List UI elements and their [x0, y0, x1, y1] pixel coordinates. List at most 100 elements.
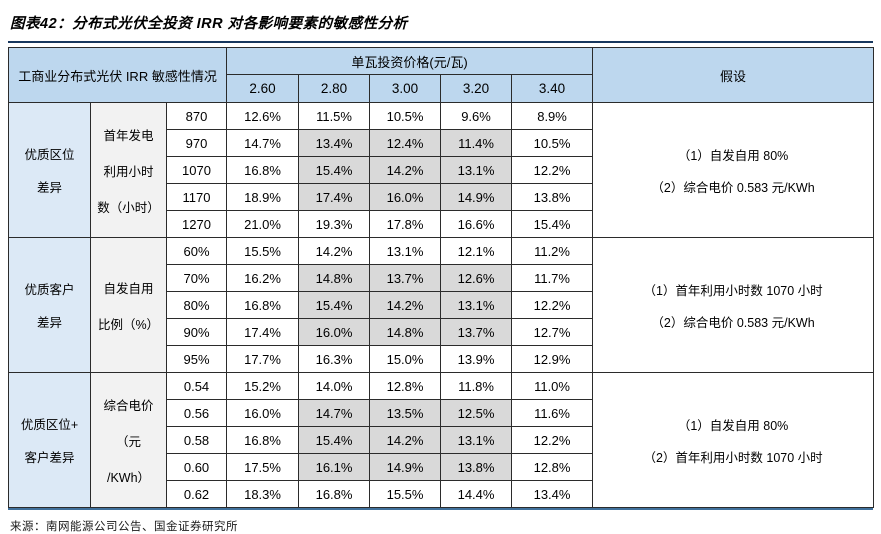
irr-cell: 15.4% — [298, 156, 371, 184]
row-value: 1170 — [165, 183, 228, 211]
group-label-line: 客户差异 — [24, 451, 75, 465]
source-note: 来源：南网能源公司公告、国金证券研究所 — [10, 521, 238, 533]
table-row: 0.60 17.5% 16.1% 14.9% 13.8% 12.8% — [9, 453, 874, 481]
table-row: 1270 21.0% 19.3% 17.8% 16.6% 15.4% — [9, 210, 874, 238]
price-column-header: 2.80 — [298, 74, 371, 103]
irr-cell: 13.1% — [369, 237, 442, 265]
irr-cell: 12.5% — [440, 399, 513, 427]
irr-cell: 12.2% — [511, 426, 594, 454]
irr-cell: 15.2% — [226, 372, 300, 400]
irr-cell: 16.3% — [298, 345, 371, 373]
row-value: 1070 — [165, 156, 228, 184]
irr-cell: 14.7% — [226, 129, 300, 157]
row-value: 0.62 — [165, 480, 228, 508]
row-value: 0.58 — [165, 426, 228, 454]
irr-cell: 14.2% — [369, 291, 442, 319]
irr-cell: 14.2% — [298, 237, 371, 265]
assumption-header: 假设 — [592, 47, 875, 103]
table-row: 优质区位 差异 首年发电 利用小时 数（小时） 870 12.6% 11.5% 10.5% 9.6… — [8, 102, 875, 238]
irr-cell: 15.5% — [369, 480, 442, 508]
irr-cell: 14.4% — [440, 480, 513, 508]
assumption-cell: （1）自发自用 80% （2）首年利用小时数 1070 小时 — [592, 372, 875, 508]
irr-cell: 12.4% — [369, 129, 442, 157]
corner-header: 工商业分布式光伏 IRR 敏感性情况 — [7, 47, 228, 103]
irr-cell: 12.8% — [369, 372, 442, 400]
irr-cell: 12.2% — [511, 291, 594, 319]
row-value: 0.56 — [165, 399, 228, 427]
param-label-lines: 首年发电 利用小时 数（小时） — [92, 104, 166, 237]
price-column-header: 3.00 — [369, 74, 442, 103]
irr-cell: 16.6% — [440, 210, 513, 238]
irr-cell: 11.7% — [511, 264, 594, 292]
assumption-cell-lines: （1）自发自用 80% （2）首年利用小时数 1070 小时 — [594, 374, 873, 507]
irr-cell: 15.4% — [298, 426, 371, 454]
table-row: 0.62 18.3% 16.8% 15.5% 14.4% 13.4% — [9, 480, 874, 508]
group-label: 优质客户 差异 — [8, 237, 91, 373]
irr-cell: 11.8% — [440, 372, 513, 400]
price-column-header: 3.40 — [511, 74, 594, 103]
irr-cell: 15.0% — [369, 345, 442, 373]
irr-cell: 15.4% — [298, 291, 371, 319]
irr-cell: 16.1% — [298, 453, 371, 481]
table-body: 优质区位 差异 首年发电 利用小时 数（小时） 870 12.6% 11.5% 10.5% 9.6… — [8, 102, 875, 508]
irr-cell: 14.8% — [369, 318, 442, 346]
irr-cell: 14.0% — [298, 372, 371, 400]
irr-cell: 16.8% — [298, 480, 371, 508]
param-label-line: 数（小时） — [97, 200, 160, 215]
irr-cell: 16.8% — [226, 156, 300, 184]
irr-cell: 12.6% — [440, 264, 513, 292]
irr-cell: 14.7% — [298, 399, 371, 427]
group-label: 优质区位+ 客户差异 — [8, 372, 91, 508]
irr-cell: 13.9% — [440, 345, 513, 373]
group-label-line: 优质区位+ — [20, 418, 79, 432]
group-label-lines: 优质区位+ 客户差异 — [10, 374, 90, 507]
param-label-lines: 综合电价 （元/KWh） — [92, 374, 166, 507]
irr-cell: 14.2% — [369, 156, 442, 184]
irr-cell: 13.7% — [369, 264, 442, 292]
irr-cell: 13.5% — [369, 399, 442, 427]
irr-cell: 10.5% — [511, 129, 594, 157]
irr-cell: 16.0% — [369, 183, 442, 211]
group-label-line: 差异 — [36, 316, 62, 330]
table-row: 0.58 16.8% 15.4% 14.2% 13.1% 12.2% — [9, 426, 874, 454]
param-label-line: 利用小时 — [103, 164, 154, 179]
irr-cell: 17.4% — [226, 318, 300, 346]
param-label-line: 综合电价 — [103, 398, 154, 413]
irr-cell: 15.4% — [511, 210, 594, 238]
sensitivity-table: 工商业分布式光伏 IRR 敏感性情况 单瓦投资价格(元/瓦) 假设 2.60 2.… — [7, 47, 875, 508]
param-label-line: （元 — [115, 434, 141, 449]
param-label-line: 自发自用 — [103, 281, 154, 296]
irr-cell: 19.3% — [298, 210, 371, 238]
table-row: 优质区位+ 客户差异 综合电价 （元/KWh） 0.54 15.2% 14.0% 12.8% 1… — [8, 372, 875, 508]
irr-cell: 16.0% — [226, 399, 300, 427]
price-columns-row: 2.60 2.80 3.00 3.20 3.40 — [9, 74, 874, 103]
table-row: 1070 16.8% 15.4% 14.2% 13.1% 12.2% — [9, 156, 874, 184]
irr-cell: 16.8% — [226, 426, 300, 454]
group-label-lines: 优质区位 差异 — [10, 104, 90, 237]
price-column-header: 3.20 — [440, 74, 513, 103]
irr-cell: 8.9% — [511, 102, 594, 130]
irr-cell: 16.0% — [298, 318, 371, 346]
irr-cell: 11.2% — [511, 237, 594, 265]
assumption-cell: （1）自发自用 80% （2）综合电价 0.583 元/KWh — [592, 102, 875, 238]
irr-cell: 18.9% — [226, 183, 300, 211]
sensitivity-table-wrap: 工商业分布式光伏 IRR 敏感性情况 单瓦投资价格(元/瓦) 假设 2.60 2.… — [7, 47, 875, 510]
row-value: 60% — [165, 237, 228, 265]
param-label: 自发自用比例（%） — [90, 237, 167, 373]
assumption-cell: （1）首年利用小时数 1070 小时 （2）综合电价 0.583 元/KWh — [592, 237, 875, 373]
param-label-lines: 自发自用比例（%） — [92, 239, 166, 372]
assumption-cell-line: （1）自发自用 80% — [677, 418, 789, 433]
irr-cell: 14.9% — [369, 453, 442, 481]
row-value: 95% — [165, 345, 228, 373]
irr-cell: 12.2% — [511, 156, 594, 184]
group-label: 优质区位 差异 — [8, 102, 91, 238]
param-label-line: 比例（%） — [97, 317, 160, 332]
price-group-header: 单瓦投资价格(元/瓦) — [226, 47, 594, 75]
assumption-cell-line: （1）首年利用小时数 1070 小时 — [643, 283, 823, 298]
group-label-line: 差异 — [36, 181, 62, 195]
figure-title: 图表42：分布式光伏全投资 IRR 对各影响要素的敏感性分析 — [8, 8, 873, 43]
header-row-1: 工商业分布式光伏 IRR 敏感性情况 单瓦投资价格(元/瓦) 假设 — [7, 47, 875, 103]
irr-cell: 11.0% — [511, 372, 594, 400]
irr-cell: 13.4% — [511, 480, 594, 508]
